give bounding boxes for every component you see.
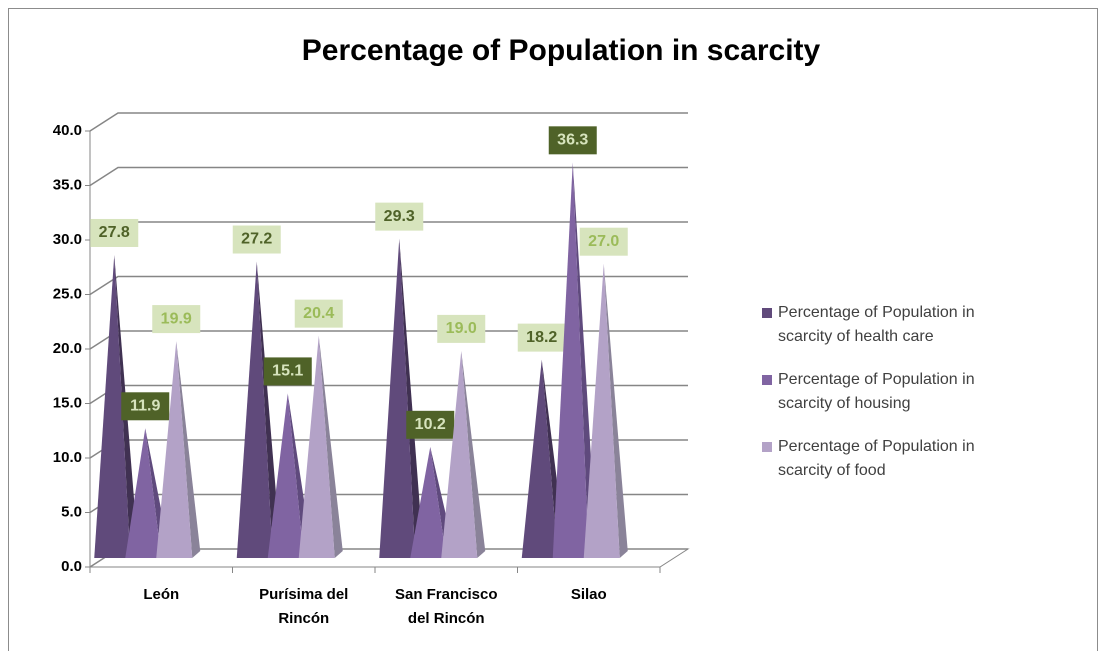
legend-label: Percentage of Population in scarcity of h… bbox=[778, 371, 975, 412]
y-tick-label: 15.0 bbox=[53, 394, 82, 411]
data-label: 27.8 bbox=[99, 224, 130, 241]
pyramid bbox=[410, 446, 447, 558]
chart-title: Percentage of Population in scarcity bbox=[302, 34, 821, 67]
data-label-box bbox=[232, 225, 281, 254]
data-label: 27.0 bbox=[588, 233, 619, 250]
data-label-box bbox=[517, 323, 566, 352]
legend-label: Percentage of Population in scarcity of h… bbox=[778, 304, 975, 345]
data-label: 29.3 bbox=[384, 208, 415, 225]
pyramid bbox=[156, 341, 193, 558]
pyramid bbox=[521, 359, 558, 558]
y-tick-label: 25.0 bbox=[53, 285, 82, 302]
pyramid bbox=[236, 261, 273, 558]
y-tick-label: 10.0 bbox=[53, 449, 82, 466]
data-label: 27.2 bbox=[241, 231, 272, 248]
legend-swatch bbox=[762, 442, 772, 452]
y-tick-label: 30.0 bbox=[53, 231, 82, 248]
y-tick-label: 20.0 bbox=[53, 340, 82, 357]
pyramid bbox=[379, 238, 416, 558]
pyramid-side bbox=[461, 350, 486, 558]
pyramid bbox=[267, 393, 304, 558]
y-tick-label: 0.0 bbox=[61, 558, 82, 575]
x-tick-label: San Francisco del Rincón bbox=[395, 586, 498, 627]
data-label-box bbox=[406, 410, 455, 439]
pyramid bbox=[441, 350, 478, 558]
grid-line bbox=[89, 166, 688, 187]
pyramid-side bbox=[318, 335, 343, 558]
data-label-box bbox=[90, 218, 139, 247]
data-label: 36.3 bbox=[557, 132, 588, 149]
data-label: 19.0 bbox=[446, 320, 477, 337]
pyramid bbox=[125, 428, 162, 558]
legend-label: Percentage of Population in scarcity of f… bbox=[778, 438, 975, 479]
data-label-box bbox=[263, 357, 312, 386]
data-label-box bbox=[152, 305, 201, 334]
data-label: 20.4 bbox=[303, 305, 334, 322]
data-label: 10.2 bbox=[415, 416, 446, 433]
x-tick-label: León bbox=[143, 586, 179, 603]
pyramid-side bbox=[603, 263, 628, 558]
data-label-box bbox=[579, 227, 628, 256]
data-label: 11.9 bbox=[130, 398, 160, 415]
pyramid bbox=[583, 263, 620, 558]
data-label: 18.2 bbox=[526, 329, 557, 346]
pyramid-side bbox=[399, 238, 424, 558]
data-label-box bbox=[121, 392, 170, 421]
data-label-box bbox=[375, 202, 424, 231]
grid-line bbox=[89, 275, 688, 296]
y-tick-label: 35.0 bbox=[53, 176, 82, 193]
x-tick-label: Silao bbox=[571, 586, 607, 603]
x-tick-label: Purísima del Rincón bbox=[259, 586, 348, 627]
data-label: 15.1 bbox=[272, 363, 303, 380]
pyramid bbox=[552, 162, 589, 558]
data-label-box bbox=[294, 299, 343, 328]
legend-swatch bbox=[762, 375, 772, 385]
data-label-box bbox=[437, 314, 486, 343]
pyramid-side bbox=[176, 341, 201, 558]
y-tick-label: 40.0 bbox=[53, 122, 82, 139]
legend-swatch bbox=[762, 308, 772, 318]
pyramid bbox=[298, 335, 335, 558]
pyramid-side bbox=[256, 261, 281, 558]
pyramid bbox=[94, 254, 131, 559]
y-tick-label: 5.0 bbox=[61, 503, 82, 520]
data-label-box bbox=[548, 126, 597, 155]
grid-line bbox=[89, 112, 688, 132]
data-label: 19.9 bbox=[161, 310, 192, 327]
